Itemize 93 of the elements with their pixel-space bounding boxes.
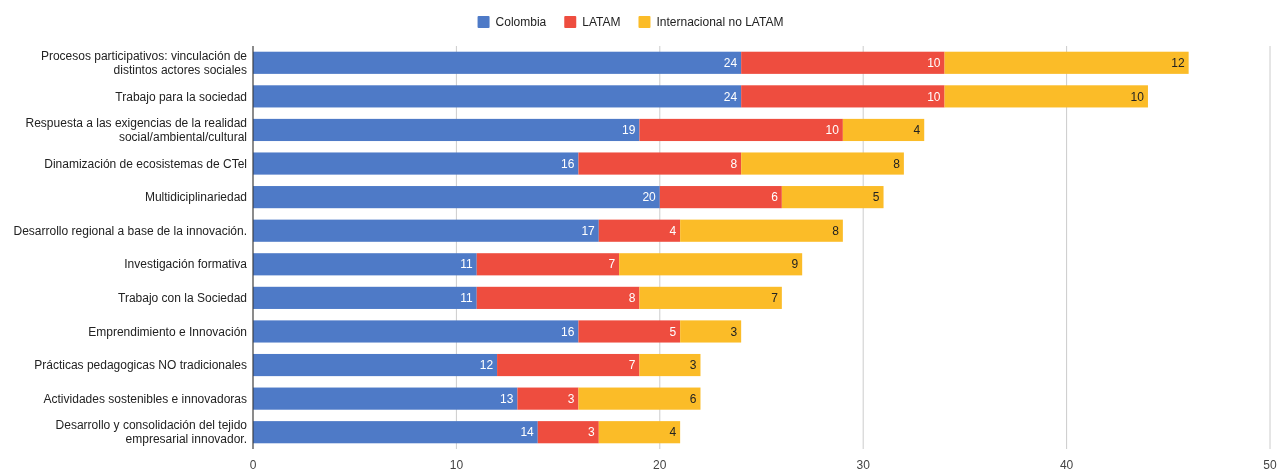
bar [253,219,599,242]
bar [741,51,945,74]
data-label: 5 [872,190,880,205]
bar [619,253,803,276]
data-label: 7 [628,358,636,373]
bar [253,186,660,209]
y-tick-label: Trabajo con la Sociedad [118,291,247,306]
legend-label: Colombia [495,15,547,30]
data-label: 3 [588,425,596,440]
data-label: 4 [669,425,677,440]
bar [944,85,1148,108]
data-label: 24 [723,89,738,104]
legend-label: Internacional no LATAM [656,15,784,30]
y-tick-label: Desarrollo y consolidación del tejido empresarial innovador. [55,418,248,447]
data-label: 10 [825,123,840,138]
data-label: 13 [500,391,514,406]
bar [659,186,782,209]
data-label: 4 [913,123,921,138]
data-label: 7 [771,291,779,306]
data-label: 19 [622,123,636,138]
data-label: 3 [689,358,697,373]
bar [253,152,579,175]
data-label: 14 [520,425,535,440]
bar [253,85,742,108]
x-tick-label: 10 [449,458,464,472]
bar [578,387,701,410]
data-label: 16 [561,156,575,171]
y-tick-label: Trabajo para la sociedad [115,89,247,104]
data-label: 3 [730,324,738,339]
data-label: 9 [791,257,799,272]
bar [253,253,477,276]
bar [253,320,579,343]
y-tick-label: Prácticas pedagogicas NO tradicionales [34,358,247,373]
bar [598,421,681,444]
data-label: 10 [1130,89,1145,104]
data-label: 3 [567,391,575,406]
bar [741,85,945,108]
bar [497,353,640,377]
bar [253,118,640,142]
data-label: 8 [832,223,840,238]
y-tick-label: Emprendimiento e Innovación [88,324,247,339]
data-label: 8 [628,291,636,306]
y-tick-label: Dinamización de ecosistemas de CTel [44,156,247,171]
bar [639,118,843,142]
data-label: 6 [771,190,779,205]
data-label: 8 [730,156,738,171]
y-tick-label: Multidiciplinariedad [144,190,247,205]
data-label: 4 [669,223,677,238]
bar [253,51,742,74]
data-label: 12 [1171,55,1185,70]
data-label: 16 [561,324,575,339]
data-label: 20 [642,190,657,205]
y-tick-label: Procesos participativos: vinculación de distintos actores sociales [40,48,248,77]
x-tick-label: 0 [249,458,257,472]
data-label: 8 [893,156,901,171]
data-label: 17 [581,223,596,238]
y-tick-label: Investigación formativa [124,257,248,272]
bar [578,320,681,343]
bar [253,387,518,410]
data-label: 6 [689,391,697,406]
legend-label: LATAM [582,15,621,30]
x-tick-label: 20 [653,458,667,472]
bar [476,286,640,309]
data-label: 11 [460,291,474,306]
bar [639,353,701,377]
bar [253,353,498,377]
y-tick-label: Desarrollo regional a base de la innovación. [13,223,247,238]
bar [842,118,925,142]
bar [598,219,681,242]
x-tick-label: 50 [1263,458,1277,472]
bar [741,152,904,175]
bar [781,186,884,209]
data-label: 11 [460,257,474,272]
data-label: 5 [669,324,677,339]
y-tick-label: Respuesta a las exigencias de la realidad social/ambiental/cultural [25,116,247,145]
bar [253,421,538,444]
bar [578,152,742,175]
data-label: 10 [927,55,941,70]
y-tick-label: Actividades sostenibles e innovadoras [43,391,247,406]
data-label: 24 [723,55,738,70]
bar [639,286,782,309]
x-tick-label: 40 [1059,458,1074,472]
bar [476,253,620,276]
bar [253,286,477,309]
data-label: 7 [608,257,616,272]
bar [944,51,1189,74]
bar [680,320,742,343]
bar [517,387,579,410]
data-label: 10 [927,89,941,104]
x-tick-label: 30 [856,458,871,472]
bar [680,219,843,242]
data-label: 12 [479,358,494,373]
bar [537,421,599,444]
